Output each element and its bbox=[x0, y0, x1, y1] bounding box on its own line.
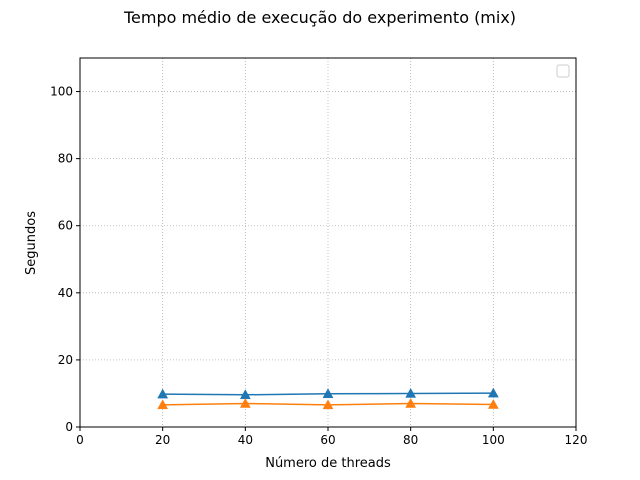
chart-title: Tempo médio de execução do experimento (… bbox=[123, 8, 516, 27]
series-2-point bbox=[239, 398, 251, 408]
y-tick-label: 0 bbox=[65, 420, 73, 434]
y-axis-label: Segundos bbox=[24, 211, 39, 275]
plot-frame bbox=[79, 57, 577, 428]
y-tick-label: 60 bbox=[58, 219, 73, 233]
series-1-point bbox=[322, 388, 334, 399]
y-tick-label: 80 bbox=[58, 152, 73, 166]
y-tick-label: 100 bbox=[50, 85, 73, 99]
series-2-point bbox=[322, 399, 334, 410]
x-tick-label: 60 bbox=[320, 433, 335, 447]
grid bbox=[79, 58, 577, 428]
series-2-point bbox=[487, 399, 499, 409]
series-1-point bbox=[157, 388, 169, 399]
series-1 bbox=[157, 387, 499, 400]
series-1-point bbox=[405, 387, 417, 398]
x-tick-label: 0 bbox=[76, 433, 84, 447]
legend-box bbox=[556, 64, 570, 78]
series-layer bbox=[157, 387, 499, 410]
y-tick-label: 40 bbox=[58, 286, 73, 300]
series-1-point bbox=[487, 387, 499, 398]
x-axis-label: Número de threads bbox=[265, 456, 391, 471]
x-tick-label: 80 bbox=[403, 433, 418, 447]
series-2-point bbox=[405, 398, 417, 408]
x-tick-label: 20 bbox=[155, 433, 170, 447]
series-2 bbox=[157, 398, 499, 410]
x-tick-label: 40 bbox=[238, 433, 253, 447]
x-tick-label: 120 bbox=[565, 433, 588, 447]
ticks: 0 20 40 60 80 100 120 0 20 40 60 80 100 bbox=[50, 85, 587, 447]
x-tick-label: 100 bbox=[482, 433, 505, 447]
series-2-point bbox=[157, 399, 169, 410]
y-tick-label: 20 bbox=[58, 353, 73, 367]
